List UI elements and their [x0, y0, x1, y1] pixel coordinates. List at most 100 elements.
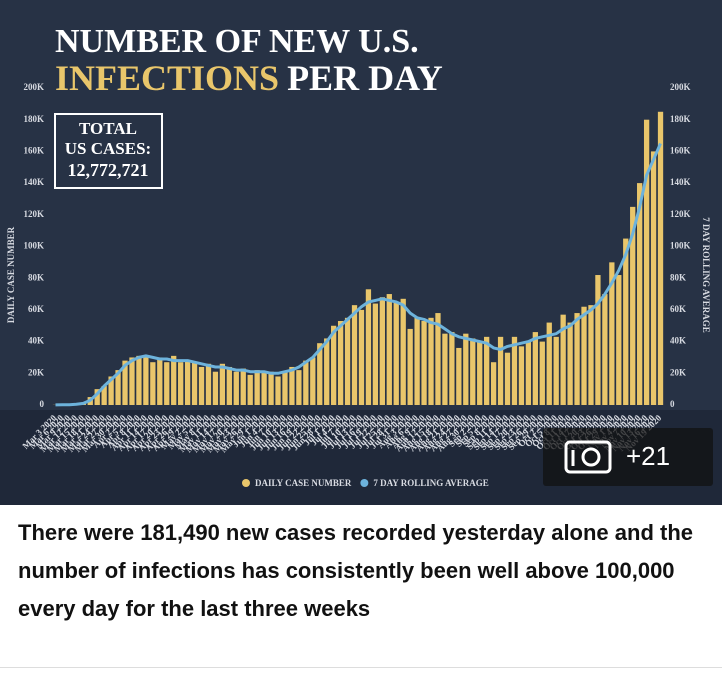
bar — [532, 332, 538, 405]
legend-marker — [360, 479, 369, 487]
bar — [157, 357, 163, 405]
y2-tick-label: 200K — [670, 82, 691, 92]
bar — [351, 305, 358, 405]
bar — [407, 328, 413, 405]
y-tick-label: 0 — [40, 399, 45, 409]
line — [55, 142, 662, 407]
legend-marker — [242, 479, 250, 487]
y-axis-label: DAILY CASE NUMBER — [6, 226, 16, 323]
bar — [428, 317, 434, 405]
bar — [456, 347, 462, 405]
bar — [171, 355, 177, 405]
bar — [657, 111, 664, 406]
y2-tick-label: 20K — [670, 367, 686, 377]
bar — [164, 362, 170, 405]
bar — [484, 336, 490, 405]
bar — [108, 376, 114, 405]
bar — [219, 363, 226, 405]
bar — [337, 320, 344, 405]
bar — [261, 371, 267, 405]
bar — [136, 355, 142, 405]
bar — [226, 366, 232, 405]
y-tick-label: 140K — [23, 177, 44, 187]
bar — [490, 362, 497, 405]
bar — [630, 206, 636, 405]
annotation-value: 12,772,721 — [68, 160, 149, 180]
y2-axis-label: 7 DAY ROLLING AVERAGE — [701, 217, 711, 332]
bar — [574, 313, 580, 405]
bar — [296, 370, 302, 405]
bar — [122, 360, 128, 405]
caption: There were 181,490 new cases recorded ye… — [18, 520, 694, 621]
annotation-label: US CASES: — [65, 139, 151, 158]
bar — [94, 389, 100, 405]
y-tick-label: 100K — [23, 241, 44, 251]
bar — [191, 362, 198, 405]
legend-label: 7 DAY ROLLING AVERAGE — [373, 478, 488, 488]
bar — [400, 298, 406, 405]
bar — [372, 303, 379, 405]
bar — [602, 294, 608, 405]
bar — [150, 362, 156, 405]
bar — [282, 371, 288, 405]
bar — [567, 322, 573, 405]
bar — [310, 357, 316, 405]
bar — [358, 309, 365, 405]
y-tick-label: 180K — [23, 114, 44, 124]
bar — [581, 306, 587, 405]
bar — [129, 357, 135, 405]
bar — [268, 371, 274, 405]
bar — [553, 336, 559, 405]
y2-tick-label: 180K — [670, 114, 691, 124]
chart-title: NUMBER OF NEW U.S. — [55, 23, 419, 60]
y2-tick-label: 40K — [670, 336, 686, 346]
bar — [115, 370, 121, 405]
chart: NUMBER OF NEW U.S. INFECTIONS PER DAY TOT… — [0, 0, 722, 505]
y-tick-label: 80K — [28, 272, 44, 282]
bar — [616, 275, 622, 405]
bar — [518, 346, 525, 405]
y2-tick-label: 120K — [670, 209, 691, 219]
bar — [463, 333, 469, 405]
divider — [0, 667, 722, 668]
bar — [317, 343, 323, 405]
bar — [449, 332, 455, 405]
bar — [184, 360, 191, 405]
chart-title: INFECTIONS PER DAY — [55, 58, 443, 98]
bar — [331, 325, 337, 405]
y-tick-label: 120K — [23, 209, 44, 219]
bar — [435, 313, 441, 405]
bar — [560, 314, 566, 405]
bar — [623, 238, 629, 405]
bar — [240, 368, 246, 405]
bar — [324, 338, 330, 405]
bar — [303, 360, 309, 405]
bar — [233, 371, 239, 405]
bar — [421, 320, 427, 405]
y-tick-label: 200K — [23, 82, 44, 92]
bar — [393, 301, 399, 405]
bar — [504, 352, 511, 405]
bar — [643, 119, 650, 405]
y2-tick-label: 60K — [670, 304, 686, 314]
camera-icon — [564, 440, 612, 474]
y2-tick-label: 80K — [670, 272, 686, 282]
y2-tick-label: 160K — [670, 145, 691, 155]
bar — [247, 374, 253, 405]
bar — [637, 183, 643, 405]
y2-tick-label: 100K — [670, 241, 691, 251]
bar — [386, 294, 392, 405]
bar — [143, 355, 149, 405]
y-tick-label: 40K — [28, 336, 44, 346]
bar — [539, 341, 545, 405]
bar — [365, 289, 372, 405]
bar — [289, 366, 295, 405]
bar — [588, 305, 594, 405]
bar — [650, 151, 657, 405]
bar — [442, 333, 448, 405]
bar — [414, 317, 420, 405]
bar — [470, 338, 476, 405]
bar — [205, 363, 212, 405]
gallery-count: +21 — [626, 441, 670, 471]
